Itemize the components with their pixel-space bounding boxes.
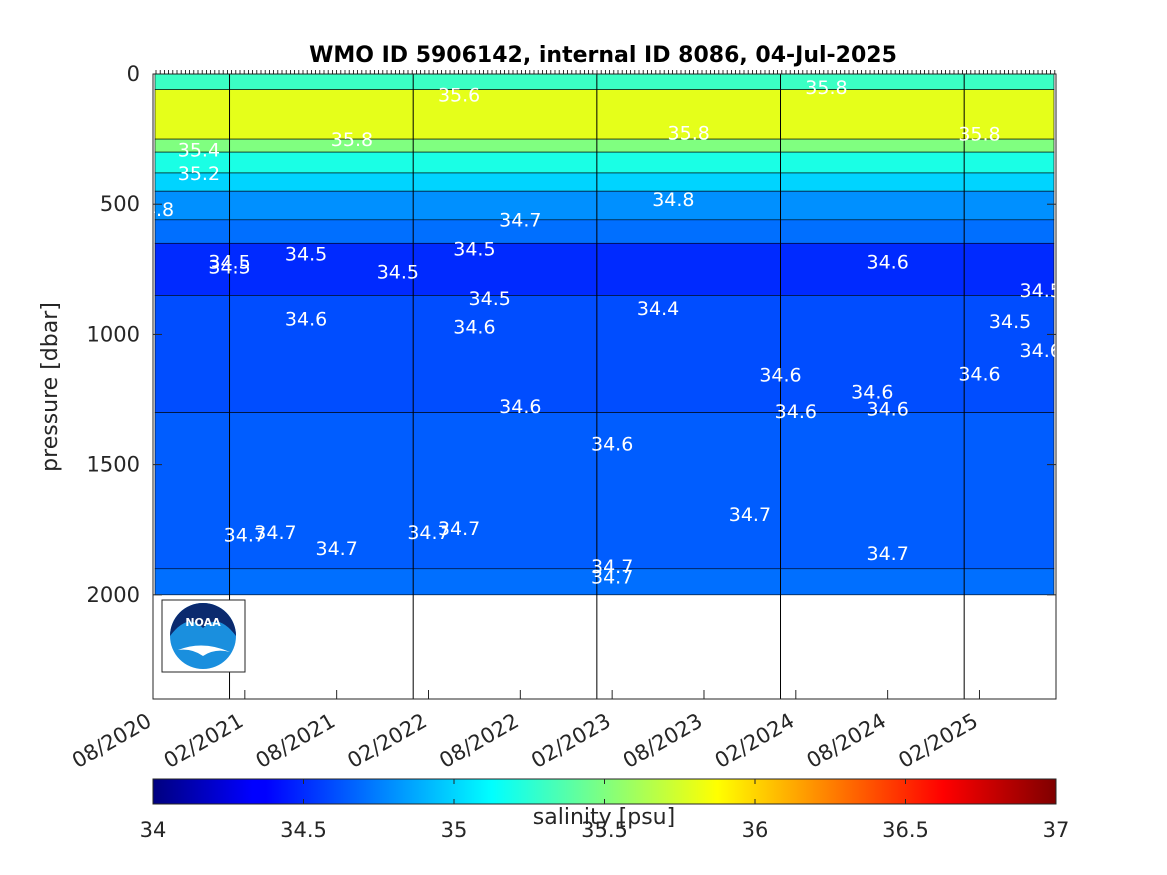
colorbar-tick-label: 35 <box>441 818 468 842</box>
contour-label: 34.6 <box>499 396 541 418</box>
contour-label: 34.6 <box>851 382 893 404</box>
colorbar: 34 34.5 35 35.5 36 36.5 37 salinity [psu] <box>140 778 1070 842</box>
salinity-layer <box>154 172 1055 192</box>
noaa-logo: NOAA <box>161 599 246 673</box>
contour-label: 34.5 <box>208 257 250 279</box>
contour-label: 34.7 <box>591 566 633 588</box>
plot-frame <box>152 73 1057 700</box>
salinity-layer <box>154 219 1055 244</box>
contour-label: 34.8 <box>652 189 694 211</box>
salinity-layer <box>154 190 1055 221</box>
contour-label: 34.7 <box>438 518 480 540</box>
contour-label: 35.6 <box>438 85 480 107</box>
colorbar-tick-label: 34 <box>140 818 167 842</box>
x-tick-label: 02/2023 <box>527 709 615 773</box>
contour-label: 34.6 <box>958 363 1000 385</box>
x-tick-label: 08/2020 <box>68 709 156 773</box>
y-tick-label: 0 <box>127 62 140 86</box>
contour-label: 34.5 <box>469 288 511 310</box>
x-tick-label: 02/2022 <box>343 709 431 773</box>
y-tick-label: 500 <box>100 192 140 216</box>
colorbar-tick-label: 34.5 <box>280 818 327 842</box>
y-tick-label: 2000 <box>87 583 140 607</box>
x-tick-label: 08/2022 <box>435 709 523 773</box>
contour-label: 34.6 <box>759 365 801 387</box>
contour-label: 34.6 <box>775 401 817 423</box>
x-tick-label: 02/2025 <box>894 709 982 773</box>
contour-label: 34.7 <box>866 543 908 565</box>
contour-label: 34.6 <box>591 434 633 456</box>
contour-label: 34.6 <box>866 251 908 273</box>
y-tick-label: 1000 <box>87 322 140 346</box>
y-axis-title: pressure [dbar] <box>38 302 63 472</box>
y-tick-label: 1500 <box>87 453 140 477</box>
salinity-layer <box>154 242 1055 296</box>
colorbar-tick-label: 36 <box>742 818 769 842</box>
contour-label: 34.7 <box>591 556 633 578</box>
contour-label: 35.8 <box>958 124 1000 146</box>
salinity-layer <box>154 89 1055 140</box>
salinity-layer <box>154 138 1055 153</box>
contour-label: 34.6 <box>285 309 327 331</box>
chart-title: WMO ID 5906142, internal ID 8086, 04-Jul… <box>309 43 897 68</box>
contour-label: 34.6 <box>866 398 908 420</box>
x-tick-label: 02/2021 <box>160 709 248 773</box>
salinity-layer <box>154 73 1055 90</box>
x-tick-label: 08/2024 <box>803 709 891 773</box>
contour-label: 34.7 <box>254 522 296 544</box>
contour-label: 34.4 <box>637 298 679 320</box>
colorbar-tick-label: 35.5 <box>581 818 628 842</box>
contour-label: 34.7 <box>224 525 266 547</box>
contour-label: 34.5 <box>1020 280 1062 302</box>
contour-label: 34.7 <box>316 538 358 560</box>
contour-label: 34.7 <box>729 504 771 526</box>
contour-label: 34.7 <box>499 210 541 232</box>
salinity-layer <box>154 151 1055 174</box>
contour-label: 35.4 <box>178 139 220 161</box>
salinity-layer <box>154 412 1055 570</box>
salinity-layer <box>154 568 1055 596</box>
contour-label: 35.8 <box>668 122 710 144</box>
contour-label: 35.2 <box>178 163 220 185</box>
contour-label: 34.5 <box>208 251 250 273</box>
x-tick-label: 08/2021 <box>252 709 340 773</box>
contour-label: 34.5 <box>377 262 419 284</box>
colorbar-tick-label: 36.5 <box>882 818 929 842</box>
contour-label: 35.8 <box>805 77 847 99</box>
contour-label: 35.8 <box>331 129 373 151</box>
contour-label: 34.5 <box>285 243 327 265</box>
contour-label: 34.7 <box>407 522 449 544</box>
x-tick-label: 08/2023 <box>619 709 707 773</box>
svg-text:NOAA: NOAA <box>185 616 221 629</box>
contour-label: 34.5 <box>989 311 1031 333</box>
x-tick-label: 02/2024 <box>711 709 799 773</box>
contour-label: 34.6 <box>1020 340 1062 362</box>
contour-label: 34.5 <box>453 238 495 260</box>
colorbar-label: salinity [psu] <box>533 805 675 830</box>
contour-label: 34.6 <box>453 316 495 338</box>
colorbar-tick-label: 37 <box>1043 818 1070 842</box>
salinity-layer <box>154 295 1055 413</box>
